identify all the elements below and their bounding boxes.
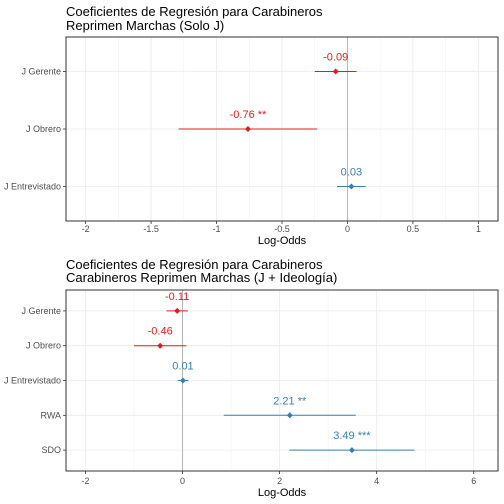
x-tick-label: -1	[213, 224, 221, 234]
chart-title-line: Reprimen Marchas (Solo J)	[66, 18, 224, 33]
data-label: -0.09	[323, 52, 348, 64]
y-tick-label: RWA	[40, 410, 61, 420]
chart-j-ideologia: Coeficientes de Regresión para Carabiner…	[4, 257, 499, 499]
point-marker	[332, 68, 339, 75]
chart-solo-j: Coeficientes de Regresión para Carabiner…	[4, 4, 499, 247]
point-marker	[244, 126, 251, 132]
data-label: 2.21 **	[273, 395, 307, 407]
y-tick-label: J Gerente	[21, 67, 61, 77]
x-tick-label: 4	[374, 476, 379, 486]
point-marker	[348, 447, 355, 454]
x-tick-label: 6	[471, 476, 476, 486]
point-marker	[179, 377, 186, 384]
data-label: -0.11	[165, 291, 189, 303]
x-tick-label: -2	[82, 224, 90, 234]
x-tick-label: 0	[345, 224, 350, 234]
x-tick-label: -2	[81, 476, 89, 486]
x-tick-label: 0	[180, 476, 185, 486]
y-tick-label: J Entrevistado	[4, 182, 61, 192]
y-tick-label: J Gerente	[21, 306, 61, 316]
x-tick-label: 1	[476, 224, 481, 234]
point-marker	[348, 183, 355, 190]
data-label: 3.49 ***	[333, 430, 371, 442]
x-tick-label: 2	[277, 476, 282, 486]
data-label: -0.46	[148, 326, 173, 338]
chart-title-line: Coeficientes de Regresión para Carabiner…	[66, 257, 323, 272]
data-label: 0.01	[172, 361, 193, 373]
y-tick-label: SDO	[41, 445, 61, 455]
chart-title-line: Carabineros Reprimen Marchas (J + Ideolo…	[66, 270, 337, 285]
x-axis-title: Log-Odds	[258, 487, 307, 499]
x-tick-label: -0.5	[274, 224, 290, 234]
point-marker	[157, 342, 164, 349]
y-tick-label: J Obrero	[26, 124, 61, 134]
point-marker	[286, 412, 293, 419]
x-tick-label: -1.5	[143, 224, 159, 234]
data-label: 0.03	[341, 167, 362, 179]
x-axis-title: Log-Odds	[258, 235, 307, 247]
y-tick-label: J Entrevistado	[4, 376, 61, 386]
chart-title-line: Coeficientes de Regresión para Carabiner…	[66, 4, 323, 19]
point-marker	[174, 307, 181, 314]
data-label: -0.76 **	[230, 109, 267, 121]
y-tick-label: J Obrero	[26, 341, 61, 351]
x-tick-label: 0.5	[407, 224, 420, 234]
